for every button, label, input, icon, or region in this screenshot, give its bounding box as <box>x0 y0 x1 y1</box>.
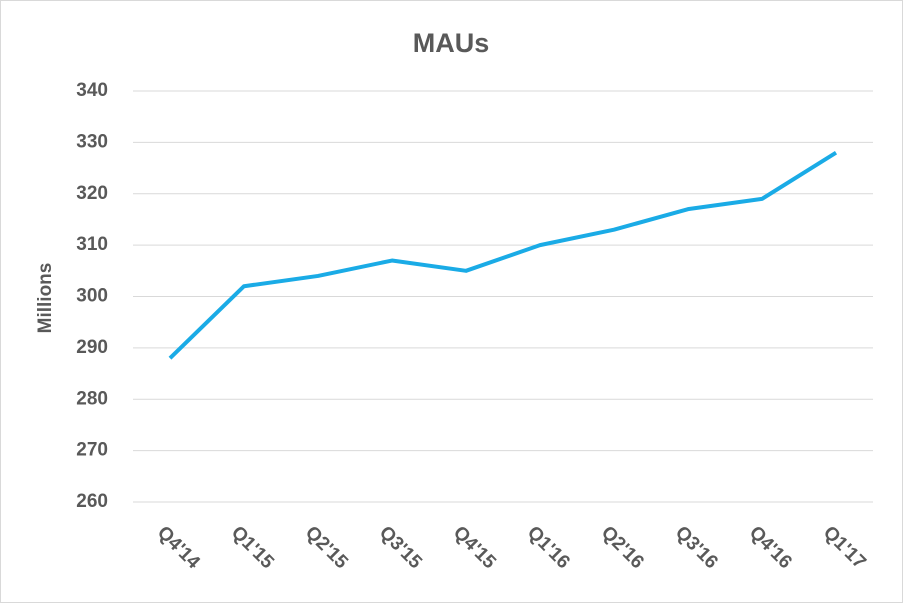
y-tick-label: 340 <box>76 80 108 101</box>
y-tick-label: 260 <box>76 491 108 512</box>
y-tick-label: 300 <box>76 286 108 307</box>
data-line <box>168 150 838 360</box>
chart-title: MAUs <box>413 28 490 58</box>
y-tick-label: 290 <box>76 337 108 358</box>
y-tick-label: 330 <box>76 131 108 152</box>
y-axis-label: Millions <box>35 263 56 334</box>
y-tick-label: 270 <box>76 440 108 461</box>
y-tick-label: 320 <box>76 183 108 204</box>
y-tick-label: 280 <box>76 388 108 409</box>
y-tick-label: 310 <box>76 234 108 255</box>
